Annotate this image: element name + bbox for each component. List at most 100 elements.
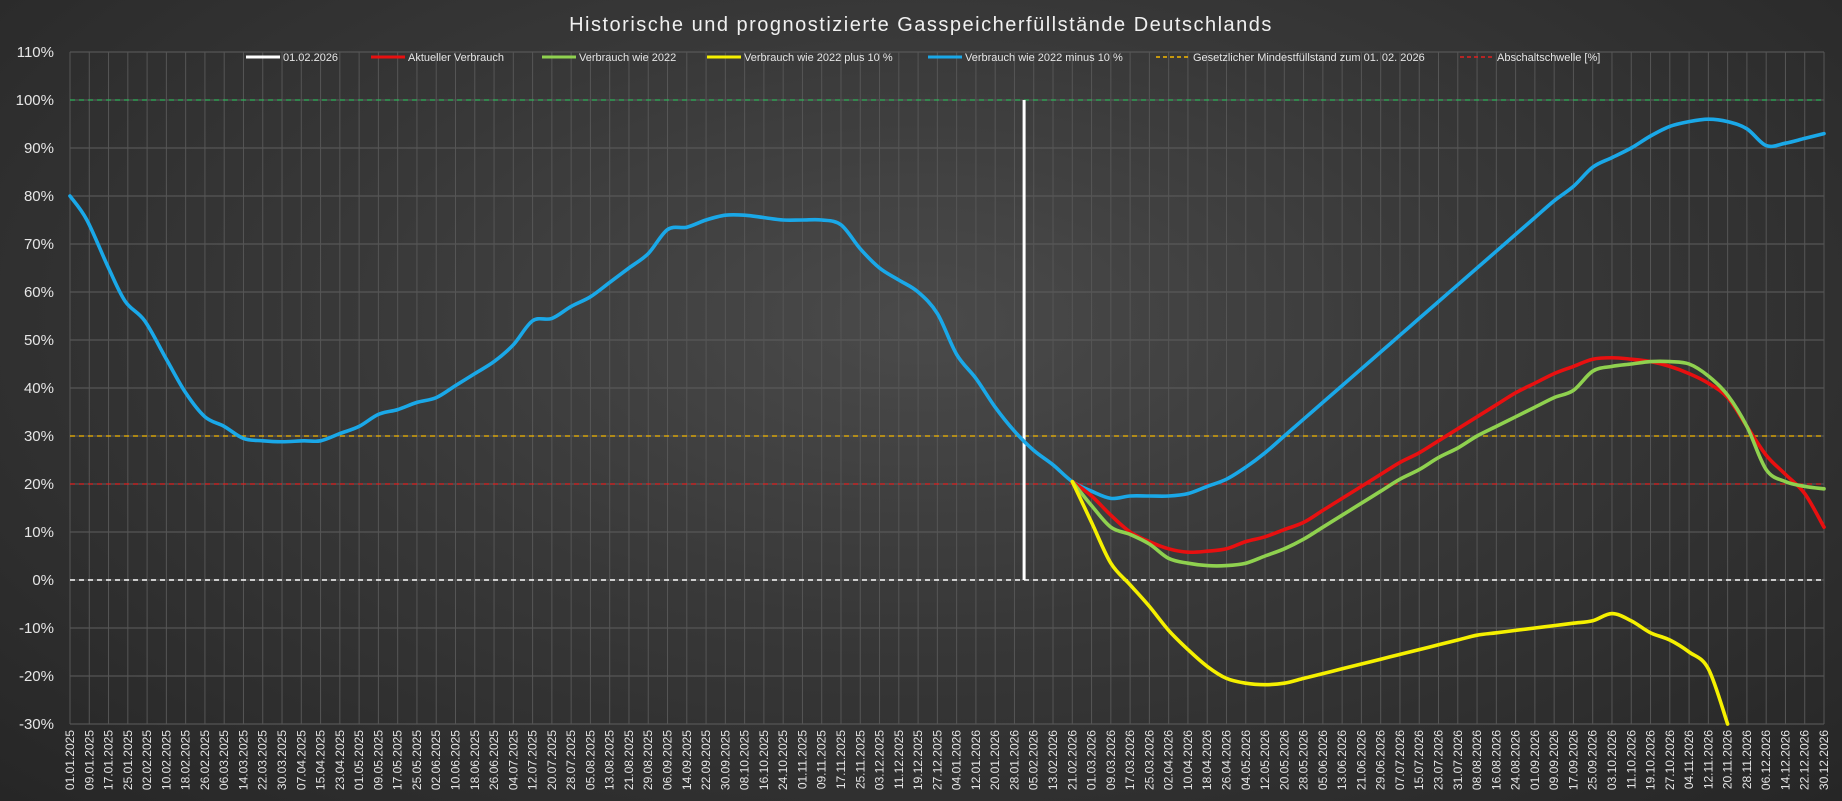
x-tick-label: 17.03.2026 xyxy=(1123,730,1137,790)
y-tick-label: 70% xyxy=(24,236,54,253)
x-tick-label: 01.05.2025 xyxy=(352,730,366,790)
x-tick-label: 05.08.2025 xyxy=(583,730,597,790)
x-tick-label: 19.10.2026 xyxy=(1644,730,1658,790)
x-tick-label: 02.04.2026 xyxy=(1162,730,1176,790)
x-tick-label: 27.10.2026 xyxy=(1663,730,1677,790)
series-line-verbrauch-wie-2022-plus-10 xyxy=(1070,479,1730,726)
x-tick-label: 10.02.2025 xyxy=(159,730,173,790)
y-tick-label: 60% xyxy=(24,284,54,301)
x-tick-label: 26.02.2025 xyxy=(198,730,212,790)
x-tick-label: 11.10.2026 xyxy=(1624,730,1638,789)
x-tick-label: 24.08.2026 xyxy=(1509,730,1523,790)
x-tick-label: 06.12.2026 xyxy=(1759,730,1773,790)
legend-label: Gesetzlicher Mindestfüllstand zum 01. 02… xyxy=(1193,52,1425,64)
y-tick-label: 40% xyxy=(24,380,54,397)
x-tick-label: 30.12.2026 xyxy=(1817,730,1831,790)
y-tick-label: 20% xyxy=(24,476,54,493)
x-tick-label: 08.10.2025 xyxy=(738,730,752,790)
legend-item: Verbrauch wie 2022 minus 10 % xyxy=(928,52,1123,64)
legend-item: Gesetzlicher Mindestfüllstand zum 01. 02… xyxy=(1156,52,1425,64)
x-tick-label: 15.07.2026 xyxy=(1412,730,1426,790)
x-tick-label: 29.06.2026 xyxy=(1374,730,1388,790)
x-tick-label: 05.06.2026 xyxy=(1316,730,1330,790)
legend: 01.02.2026 Aktueller Verbrauch Verbrauch w… xyxy=(246,52,1600,64)
x-tick-label: 02.02.2025 xyxy=(140,730,154,790)
x-tick-label: 13.02.2026 xyxy=(1046,730,1060,790)
y-tick-label: 80% xyxy=(24,188,54,205)
x-axis: 01.01.2025 09.01.2025 17.01.2025 25.01.2025… xyxy=(63,730,1831,790)
y-tick-label: 50% xyxy=(24,332,54,349)
y-tick-label: 30% xyxy=(24,428,54,445)
x-tick-label: 10.06.2025 xyxy=(448,730,462,790)
x-tick-label: 17.01.2025 xyxy=(102,730,116,790)
x-tick-label: 07.04.2025 xyxy=(294,730,308,790)
legend-label: Aktueller Verbrauch xyxy=(408,52,504,64)
legend-item: 01.02.2026 xyxy=(246,52,338,64)
x-tick-label: 27.12.2025 xyxy=(930,730,944,790)
x-tick-label: 28.07.2025 xyxy=(564,730,578,790)
y-tick-label: -20% xyxy=(19,668,54,685)
x-tick-label: 14.03.2025 xyxy=(236,730,250,790)
y-axis: 110% 100% 90% 80% 70% 60% 50% 40% 30% 20% 10% 0% -10… xyxy=(16,44,54,733)
reference-lines xyxy=(70,99,1824,581)
x-tick-label: 25.05.2025 xyxy=(410,730,424,790)
x-tick-label: 25.09.2026 xyxy=(1586,730,1600,790)
x-tick-label: 05.02.2026 xyxy=(1027,730,1041,790)
y-tick-label: 10% xyxy=(24,524,54,541)
legend-item: Aktueller Verbrauch xyxy=(371,52,504,64)
x-tick-label: 13.06.2026 xyxy=(1335,730,1349,790)
x-tick-label: 03.10.2026 xyxy=(1605,730,1619,790)
x-tick-label: 17.09.2026 xyxy=(1566,730,1580,790)
x-tick-label: 01.09.2026 xyxy=(1528,730,1542,790)
x-tick-label: 01.03.2026 xyxy=(1085,730,1099,790)
x-tick-label: 20.11.2026 xyxy=(1721,730,1735,789)
x-tick-label: 15.04.2025 xyxy=(314,730,328,790)
x-tick-label: 25.01.2025 xyxy=(121,730,135,790)
x-tick-label: 25.11.2025 xyxy=(853,730,867,789)
series-line-verbrauch-wie-2022-minus-10 xyxy=(68,117,1826,501)
x-tick-label: 22.09.2025 xyxy=(699,730,713,790)
y-tick-label: 100% xyxy=(16,92,54,109)
x-tick-label: 28.11.2026 xyxy=(1740,730,1754,789)
x-tick-label: 09.11.2025 xyxy=(815,730,829,789)
x-tick-label: 14.12.2026 xyxy=(1778,730,1792,790)
x-tick-label: 12.01.2026 xyxy=(969,730,983,790)
y-tick-label: 90% xyxy=(24,140,54,157)
y-tick-label: -10% xyxy=(19,620,54,637)
legend-label: Verbrauch wie 2022 plus 10 % xyxy=(744,52,893,64)
legend-item: Abschaltschwelle [%] xyxy=(1460,52,1600,64)
x-tick-label: 12.11.2026 xyxy=(1701,730,1715,789)
x-tick-label: 04.05.2026 xyxy=(1239,730,1253,790)
x-tick-label: 18.06.2025 xyxy=(468,730,482,790)
legend-item: Verbrauch wie 2022 plus 10 % xyxy=(707,52,893,64)
y-tick-label: 0% xyxy=(32,572,54,589)
x-tick-label: 21.08.2025 xyxy=(622,730,636,790)
series-line-aktueller-verbrauch xyxy=(1070,355,1826,555)
x-tick-label: 09.09.2026 xyxy=(1547,730,1561,790)
x-tick-label: 20.05.2026 xyxy=(1277,730,1291,790)
x-tick-label: 26.06.2025 xyxy=(487,730,501,790)
x-tick-label: 09.03.2026 xyxy=(1104,730,1118,790)
x-tick-label: 06.09.2025 xyxy=(661,730,675,790)
series-line-verbrauch-wie-2022 xyxy=(1070,359,1826,568)
legend-label: Verbrauch wie 2022 minus 10 % xyxy=(965,52,1123,64)
series-layer xyxy=(68,117,1826,726)
x-tick-label: 03.12.2025 xyxy=(873,730,887,790)
x-tick-label: 23.07.2026 xyxy=(1432,730,1446,790)
x-tick-label: 21.02.2026 xyxy=(1065,730,1079,790)
x-tick-label: 28.01.2026 xyxy=(1007,730,1021,790)
y-tick-label: -30% xyxy=(19,716,54,733)
x-tick-label: 28.05.2026 xyxy=(1297,730,1311,790)
legend-label: 01.02.2026 xyxy=(283,52,338,64)
x-tick-label: 16.08.2026 xyxy=(1489,730,1503,790)
x-tick-label: 29.08.2025 xyxy=(641,730,655,790)
legend-label: Verbrauch wie 2022 xyxy=(579,52,676,64)
x-tick-label: 14.09.2025 xyxy=(680,730,694,790)
x-tick-label: 31.07.2026 xyxy=(1451,730,1465,790)
x-tick-label: 17.11.2025 xyxy=(834,730,848,789)
x-tick-label: 18.04.2026 xyxy=(1200,730,1214,790)
x-tick-label: 23.04.2025 xyxy=(333,730,347,790)
x-tick-label: 26.04.2026 xyxy=(1219,730,1233,790)
